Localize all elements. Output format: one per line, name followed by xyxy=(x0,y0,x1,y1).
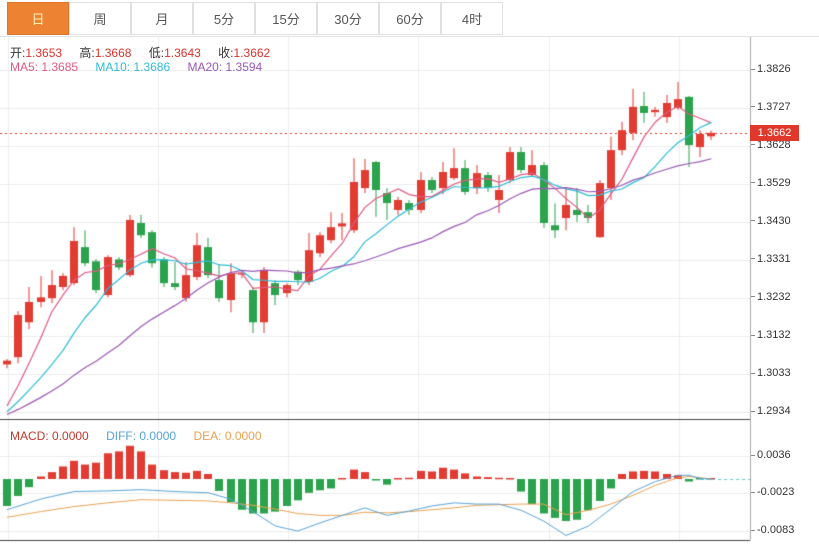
price-axis-label: 1.3232 xyxy=(751,291,791,303)
price-axis-label: 1.2934 xyxy=(751,405,791,417)
dea-label: DEA: xyxy=(193,429,222,443)
price-axis-label: 1.3430 xyxy=(751,215,791,227)
ma20-label: MA20: xyxy=(187,60,223,74)
ohlc-legend: 开:1.3653 高:1.3668 低:1.3643 收:1.3662 xyxy=(10,44,284,61)
macd-legend: MACD: 0.0000 DIFF: 0.0000 DEA: 0.0000 xyxy=(10,429,276,443)
price-axis-label: 1.3628 xyxy=(751,139,791,151)
high-value: 1.3668 xyxy=(94,46,132,60)
tab-period-7[interactable]: 4时 xyxy=(441,2,503,35)
diff-value: 0.0000 xyxy=(139,429,177,443)
ma5-label: MA5: xyxy=(10,60,39,74)
price-axis-label: 1.3529 xyxy=(751,177,791,189)
tab-period-3[interactable]: 5分 xyxy=(193,2,255,35)
tab-period-2[interactable]: 月 xyxy=(131,2,193,35)
high-label: 高: xyxy=(79,46,95,60)
diff-label: DIFF: xyxy=(106,429,137,443)
ma10-label: MA10: xyxy=(95,60,131,74)
close-label: 收: xyxy=(218,46,234,60)
macd-axis-label: -0.0023 xyxy=(751,486,794,498)
ma-legend: MA5: 1.3685 MA10: 1.3686 MA20: 1.3594 xyxy=(10,60,276,74)
low-value: 1.3643 xyxy=(164,46,201,60)
price-axis-label: 1.3132 xyxy=(751,329,791,341)
ma5-value: 1.3685 xyxy=(41,60,79,74)
price-axis-label: 1.3331 xyxy=(751,253,791,265)
dea-value: 0.0000 xyxy=(224,429,262,443)
low-label: 低: xyxy=(148,46,165,60)
period-tabbar: 日周月 5分 15分 30分 60分 4时 xyxy=(0,0,819,37)
tab-period-5[interactable]: 30分 xyxy=(317,2,379,35)
price-axis-label: 1.3727 xyxy=(751,101,791,113)
kline-chart-canvas[interactable] xyxy=(0,37,819,546)
macd-axis-label: 0.0036 xyxy=(751,449,791,461)
tab-period-1[interactable]: 周 xyxy=(69,2,131,35)
macd-label: MACD: xyxy=(10,429,49,443)
macd-value: 0.0000 xyxy=(52,429,89,443)
tab-period-6[interactable]: 60分 xyxy=(379,2,441,35)
open-label: 开: xyxy=(10,46,26,60)
ma20-value: 1.3594 xyxy=(225,60,263,74)
open-value: 1.3653 xyxy=(25,46,63,60)
ma10-value: 1.3686 xyxy=(133,60,171,74)
close-value: 1.3662 xyxy=(233,46,271,60)
macd-axis-label: -0.0083 xyxy=(751,524,794,536)
tab-period-4[interactable]: 15分 xyxy=(255,2,317,35)
price-axis-label: 1.3826 xyxy=(751,63,791,75)
chart-area: 开:1.3653 高:1.3668 低:1.3643 收:1.3662 MA5:… xyxy=(0,37,819,546)
tab-period-0[interactable]: 日 xyxy=(7,2,69,35)
current-price-badge: 1.3662 xyxy=(750,124,799,141)
price-axis-label: 1.3033 xyxy=(751,367,791,379)
